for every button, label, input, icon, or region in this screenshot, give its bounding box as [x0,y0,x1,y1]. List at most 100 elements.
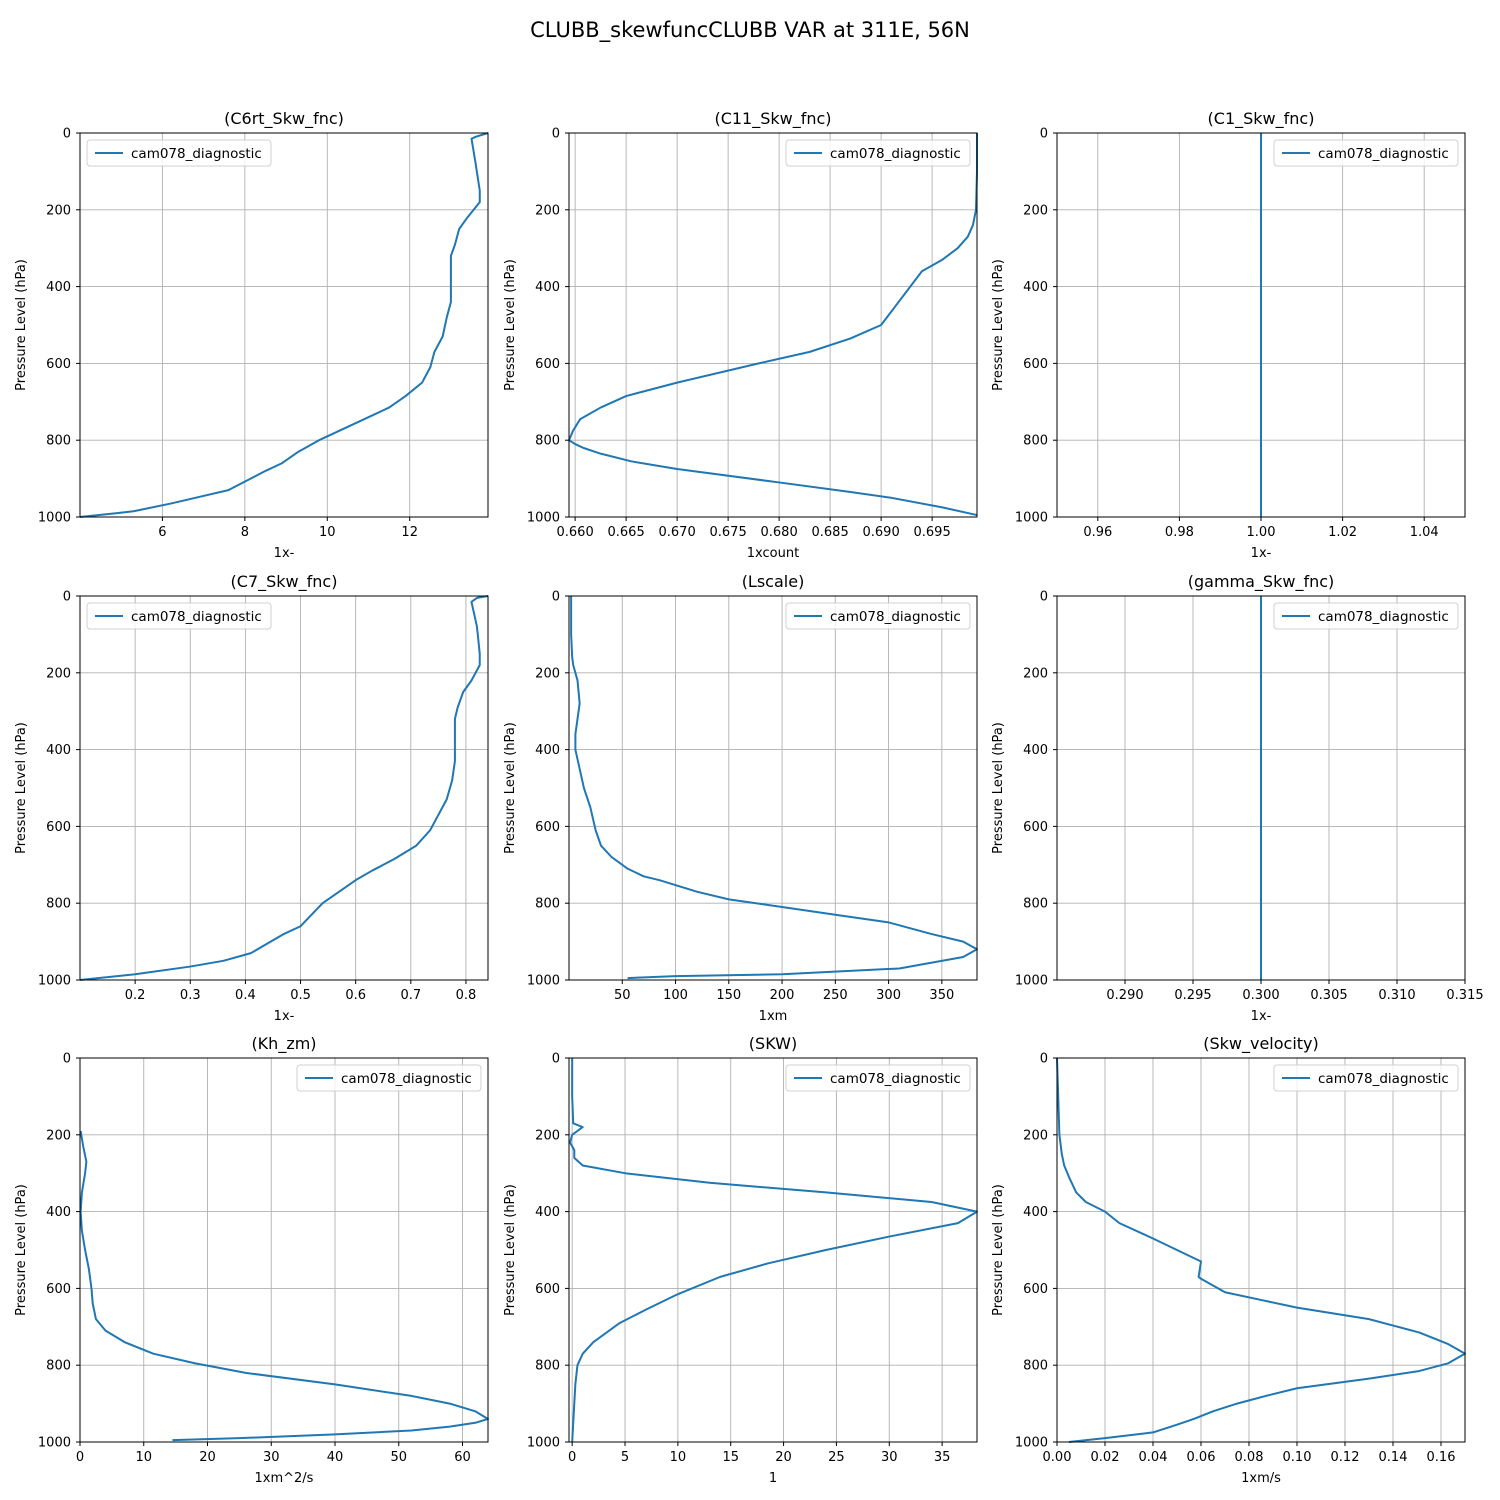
chart-0-ylabel: Pressure Level (hPa) [14,259,29,391]
chart-5-xtick-label-5: 0.315 [1446,988,1483,1003]
chart-6-xtick-label-5: 50 [390,1450,407,1465]
chart-1-xtick-label-2: 0.670 [659,525,696,540]
chart-1-title: (C11_Skw_fnc) [714,109,831,129]
chart-5-ytick-label-2: 400 [1023,743,1048,758]
chart-0-legend-label: cam078_diagnostic [131,146,262,162]
chart-7-xtick-label-4: 20 [775,1450,792,1465]
chart-8-legend-box [1273,1064,1459,1092]
chart-6-ytick-label-2: 400 [46,1205,71,1220]
chart-5-xtick-label-0: 0.290 [1106,988,1143,1003]
chart-2: (C1_Skw_fnc) 0.96 0.98 1.00 1.02 1.04 0 200 400 6… [991,109,1466,561]
chart-3: (C7_Skw_fnc) 0.2 0.3 0.4 0.5 0.6 0.7 0.8 0 200 400… [14,572,489,1024]
chart-3-ytick-label-3: 600 [46,820,71,835]
chart-4-grid [569,595,977,981]
chart-2-ytick-label-5: 1000 [1015,511,1048,526]
chart-0-ytick-label-0: 0 [63,127,71,142]
chart-3-ylabel: Pressure Level (hPa) [14,722,29,854]
chart-4-xlabel: 1xm [759,1009,788,1024]
chart-3-legend-box [86,602,272,630]
chart-1-xtick-label-0: 0.660 [557,525,594,540]
chart-8-ytick-label-3: 600 [1023,1282,1048,1297]
chart-1-xtick-label-4: 0.680 [761,525,798,540]
chart-6-ytick-label-5: 1000 [38,1436,71,1451]
chart-7-ytick-label-3: 600 [535,1282,560,1297]
chart-1-series-line-0 [568,133,978,517]
chart-5-ytick-label-0: 0 [1040,590,1048,605]
chart-6-legend-box [296,1064,482,1092]
chart-2-xtick-label-3: 1.02 [1328,525,1357,540]
chart-7-xtick-label-7: 35 [934,1450,951,1465]
chart-5-legend: cam078_diagnostic [1273,602,1459,630]
chart-6-xtick-label-1: 10 [135,1450,152,1465]
chart-3-grid [80,595,488,981]
chart-8-series-line-0 [1056,1057,1466,1443]
chart-5-ytick-label-4: 800 [1023,897,1048,912]
chart-0-ytick-label-4: 800 [46,434,71,449]
chart-8-ytick-label-1: 200 [1023,1128,1048,1143]
chart-2-xtick-label-0: 0.96 [1083,525,1112,540]
chart-7-legend-box [785,1064,971,1092]
chart-3-ytick-label-0: 0 [63,590,71,605]
chart-5-ytick-label-1: 200 [1023,666,1048,681]
chart-8-xtick-label-7: 0.14 [1379,1450,1408,1465]
chart-8-xtick-label-0: 0.00 [1043,1450,1072,1465]
chart-0-ytick-label-1: 200 [46,203,71,218]
chart-7-xtick-label-0: 0 [568,1450,576,1465]
chart-8-xtick-label-5: 0.10 [1283,1450,1312,1465]
chart-6-ytick-label-4: 800 [46,1359,71,1374]
chart-1-ytick-label-0: 0 [552,127,560,142]
chart-4-ytick-label-4: 800 [535,897,560,912]
chart-8-ytick-label-2: 400 [1023,1205,1048,1220]
chart-0: (C6rt_Skw_fnc) 6 8 10 12 0 200 400 600 800 1000 1x-… [14,109,489,561]
chart-7-ylabel: Pressure Level (hPa) [503,1184,518,1316]
chart-2-ytick-label-0: 0 [1040,127,1048,142]
chart-0-ytick-label-3: 600 [46,357,71,372]
chart-4-xtick-label-0: 50 [614,988,631,1003]
chart-0-ytick-label-2: 400 [46,280,71,295]
chart-4-ylabel: Pressure Level (hPa) [503,722,518,854]
chart-7-ytick-label-5: 1000 [527,1436,560,1451]
chart-8-ytick-label-5: 1000 [1015,1436,1048,1451]
chart-3-ytick-label-5: 1000 [38,974,71,989]
chart-5-ytick-label-5: 1000 [1015,974,1048,989]
chart-5-ytick-label-3: 600 [1023,820,1048,835]
chart-1-xtick-label-1: 0.665 [608,525,645,540]
chart-1-legend-label: cam078_diagnostic [830,146,961,162]
chart-7-xtick-label-6: 30 [881,1450,898,1465]
chart-8: (Skw_velocity) 0.00 0.02 0.04 0.06 0.08 0.10 0.… [991,1034,1466,1486]
chart-1: (C11_Skw_fnc) 0.660 0.665 0.670 0.675 0.680 0.… [503,109,978,561]
chart-1-xlabel: 1xcount [747,546,799,561]
chart-1-plot-frame [568,132,978,518]
chart-1-xtick-label-3: 0.675 [710,525,747,540]
chart-3-xtick-label-3: 0.5 [290,988,311,1003]
chart-7-legend-label: cam078_diagnostic [830,1071,961,1087]
chart-1-ytick-label-1: 200 [535,203,560,218]
chart-3-xtick-label-2: 0.4 [235,988,256,1003]
chart-7-xtick-label-1: 5 [621,1450,629,1465]
chart-5-ylabel: Pressure Level (hPa) [991,722,1006,854]
chart-1-ytick-label-4: 800 [535,434,560,449]
chart-6-xlabel: 1xm^2/s [255,1471,314,1486]
chart-8-xtick-label-6: 0.12 [1331,1450,1360,1465]
chart-7-plot-frame [568,1057,978,1443]
chart-5-title: (gamma_Skw_fnc) [1188,572,1335,592]
chart-2-ylabel: Pressure Level (hPa) [991,259,1006,391]
chart-6-legend: cam078_diagnostic [296,1064,482,1092]
chart-3-ytick-label-1: 200 [46,666,71,681]
chart-1-legend: cam078_diagnostic [785,139,971,167]
chart-0-grid [80,132,488,518]
chart-7: (SKW) 0 5 10 15 20 25 30 35 0 200 400 600 800 1000 1 Pre… [503,1034,978,1486]
chart-2-legend: cam078_diagnostic [1273,139,1459,167]
chart-3-ytick-label-4: 800 [46,897,71,912]
chart-3-legend-label: cam078_diagnostic [131,609,262,625]
chart-6-plot-frame [79,1057,489,1443]
chart-4-plot-frame [568,595,978,981]
chart-4-legend-label: cam078_diagnostic [830,609,961,625]
chart-5-xtick-label-2: 0.300 [1242,988,1279,1003]
chart-7-xlabel: 1 [769,1471,777,1486]
chart-6-xtick-label-0: 0 [76,1450,84,1465]
chart-4-legend-box [785,602,971,630]
chart-5-xtick-label-3: 0.305 [1310,988,1347,1003]
chart-7-legend: cam078_diagnostic [785,1064,971,1092]
chart-8-xtick-label-2: 0.04 [1139,1450,1168,1465]
